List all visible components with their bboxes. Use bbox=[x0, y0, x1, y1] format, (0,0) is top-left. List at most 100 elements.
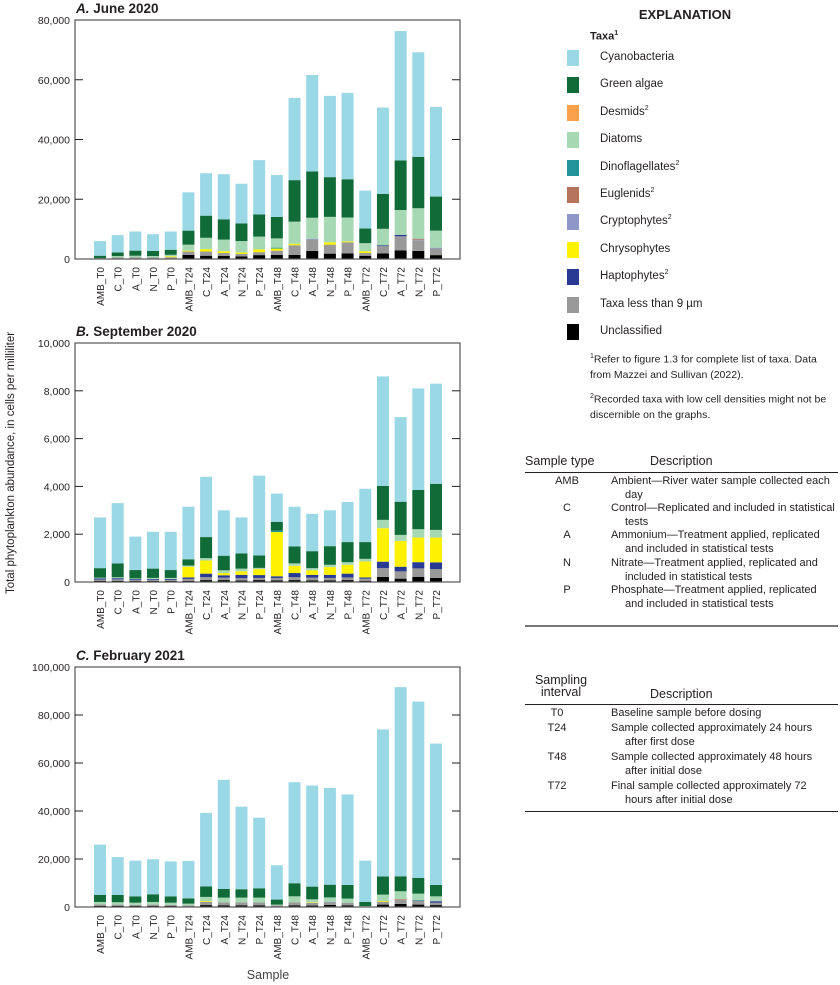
legend-item: Diatoms bbox=[567, 131, 642, 149]
bar-segment-green-algae bbox=[412, 156, 425, 209]
bar-segment-diatoms bbox=[412, 529, 425, 538]
bar-segment-cyanobacteria bbox=[376, 107, 389, 194]
legend-label-text: Cyanobacteria bbox=[600, 50, 675, 63]
bar-segment-chrysophytes bbox=[200, 249, 213, 252]
bar-segment-chrysophytes bbox=[217, 251, 230, 254]
bar-segment-green-algae bbox=[235, 553, 248, 569]
bar-segment-diatoms bbox=[323, 897, 336, 902]
bar-segment-diatoms bbox=[323, 216, 336, 243]
bar-segment-chrysophytes bbox=[323, 242, 336, 245]
x-tick-label: A_T0 bbox=[131, 915, 142, 939]
bar-segment-diatoms bbox=[94, 577, 106, 579]
x-tick-label: A_T0 bbox=[131, 267, 142, 291]
bar-segment-green-algae bbox=[253, 555, 266, 568]
bar-segment-unclassified bbox=[253, 580, 266, 582]
bar-segment-diatoms bbox=[182, 565, 195, 567]
bar-segment-taxa-less-than-9-m bbox=[270, 577, 283, 581]
bar-segment-green-algae bbox=[129, 250, 142, 256]
bar-segment-unclassified bbox=[306, 250, 319, 259]
x-tick-label: C_T72 bbox=[379, 590, 390, 620]
bar-segment-cyanobacteria bbox=[182, 192, 195, 231]
bar-segment-haptophytes bbox=[235, 574, 248, 579]
row-description: Sample collected approximately 24 hours … bbox=[611, 722, 836, 749]
bar-segment-green-algae bbox=[182, 898, 195, 904]
legend-item: Chrysophytes bbox=[567, 241, 670, 259]
panel-title-text: June 2020 bbox=[90, 1, 159, 16]
row-description-text: Sample collected approximately 24 hours … bbox=[611, 722, 813, 748]
bar-segment-diatoms bbox=[288, 563, 301, 566]
column-header: Description bbox=[650, 454, 713, 468]
bar-segment-haptophytes bbox=[253, 575, 266, 578]
y-tick-label: 100,000 bbox=[32, 662, 70, 674]
bar-segment-cryptophytes bbox=[430, 900, 442, 902]
bar-segment-taxa-less-than-9-m bbox=[288, 245, 301, 255]
bar-segment-taxa-less-than-9-m bbox=[412, 900, 425, 905]
row-code: N bbox=[563, 557, 571, 569]
bar-segment-diatoms bbox=[235, 241, 248, 253]
table-bottom-rule bbox=[525, 811, 838, 812]
bar-segment-diatoms bbox=[394, 534, 407, 541]
legend-swatch bbox=[567, 269, 579, 286]
bar-segment-green-algae bbox=[288, 180, 301, 222]
bar-segment-taxa-less-than-9-m bbox=[200, 251, 213, 256]
bar-segment-haptophytes bbox=[217, 575, 230, 578]
bar-segment-taxa-less-than-9-m bbox=[430, 248, 442, 256]
bar-segment-cyanobacteria bbox=[323, 95, 336, 178]
x-tick-label: P_T72 bbox=[432, 915, 443, 945]
legend-label: Haptophytes2 bbox=[600, 269, 668, 282]
bar-segment-green-algae bbox=[288, 546, 301, 564]
bar-segment-unclassified bbox=[412, 904, 425, 907]
y-tick-label: 20,000 bbox=[38, 194, 70, 206]
bar-segment-green-algae bbox=[111, 252, 124, 257]
bar-segment-green-algae bbox=[94, 568, 106, 578]
footnote-ref: 2 bbox=[650, 187, 655, 194]
bar-segment-green-algae bbox=[270, 216, 283, 239]
bar-segment-unclassified bbox=[200, 905, 213, 907]
y-axis-label: Total phytoplankton abundance, in cells … bbox=[5, 332, 17, 594]
bar-segment-chrysophytes bbox=[182, 566, 195, 578]
bar-segment-green-algae bbox=[430, 196, 442, 231]
row-code: P bbox=[563, 584, 571, 596]
bar-segment-cyanobacteria bbox=[306, 74, 319, 172]
bar-segment-haptophytes bbox=[94, 578, 106, 580]
bar-segment-diatoms bbox=[341, 217, 354, 242]
bar-segment-euglenids bbox=[394, 899, 407, 900]
bar-segment-green-algae bbox=[359, 542, 372, 559]
bar-segment-green-algae bbox=[323, 177, 336, 217]
bar-segment-chrysophytes bbox=[182, 250, 195, 252]
bar-segment-taxa-less-than-9-m bbox=[200, 577, 213, 581]
bar-segment-dinoflagellates bbox=[270, 247, 283, 249]
bar-segment-taxa-less-than-9-m bbox=[235, 578, 248, 581]
bar-segment-unclassified bbox=[288, 905, 301, 907]
panel-title: C. February 2021 bbox=[76, 648, 185, 663]
x-tick-label: C_T0 bbox=[114, 915, 125, 940]
x-tick-label: N_T0 bbox=[149, 267, 160, 292]
bar-segment-cryptophytes bbox=[430, 247, 442, 249]
footnote-ref: 2 bbox=[675, 159, 680, 167]
bar-segment-chrysophytes bbox=[376, 528, 389, 562]
legend-item: Desmids2 bbox=[567, 104, 649, 122]
legend-label-text: Chrysophytes bbox=[600, 242, 671, 255]
row-description-text: Ambient—River water sample collected eac… bbox=[611, 475, 830, 501]
bar-segment-cyanobacteria bbox=[306, 785, 319, 887]
bar-segment-diatoms bbox=[94, 901, 106, 905]
bar-segment-green-algae bbox=[217, 555, 230, 571]
bar-segment-taxa-less-than-9-m bbox=[323, 902, 336, 905]
panel-title: B. September 2020 bbox=[76, 324, 197, 339]
bar-segment-diatoms bbox=[253, 567, 266, 570]
bar-segment-diatoms bbox=[200, 558, 213, 561]
bar-segment-unclassified bbox=[376, 904, 389, 907]
bar-segment-taxa-less-than-9-m bbox=[235, 253, 248, 257]
bar-segment-cyanobacteria bbox=[129, 536, 142, 571]
x-tick-label: C_T72 bbox=[379, 915, 390, 945]
bar-segment-cyanobacteria bbox=[147, 859, 160, 895]
bar-segment-unclassified bbox=[217, 256, 230, 259]
bar-segment-green-algae bbox=[182, 559, 195, 566]
bar-segment-cyanobacteria bbox=[288, 782, 301, 884]
bar-segment-taxa-less-than-9-m bbox=[341, 242, 354, 254]
bar-segment-cyanobacteria bbox=[394, 417, 407, 502]
bar-segment-chrysophytes bbox=[288, 243, 301, 246]
bar-segment-cyanobacteria bbox=[359, 488, 372, 543]
legend-label: Unclassified bbox=[600, 324, 662, 337]
bar-segment-green-algae bbox=[323, 546, 336, 565]
